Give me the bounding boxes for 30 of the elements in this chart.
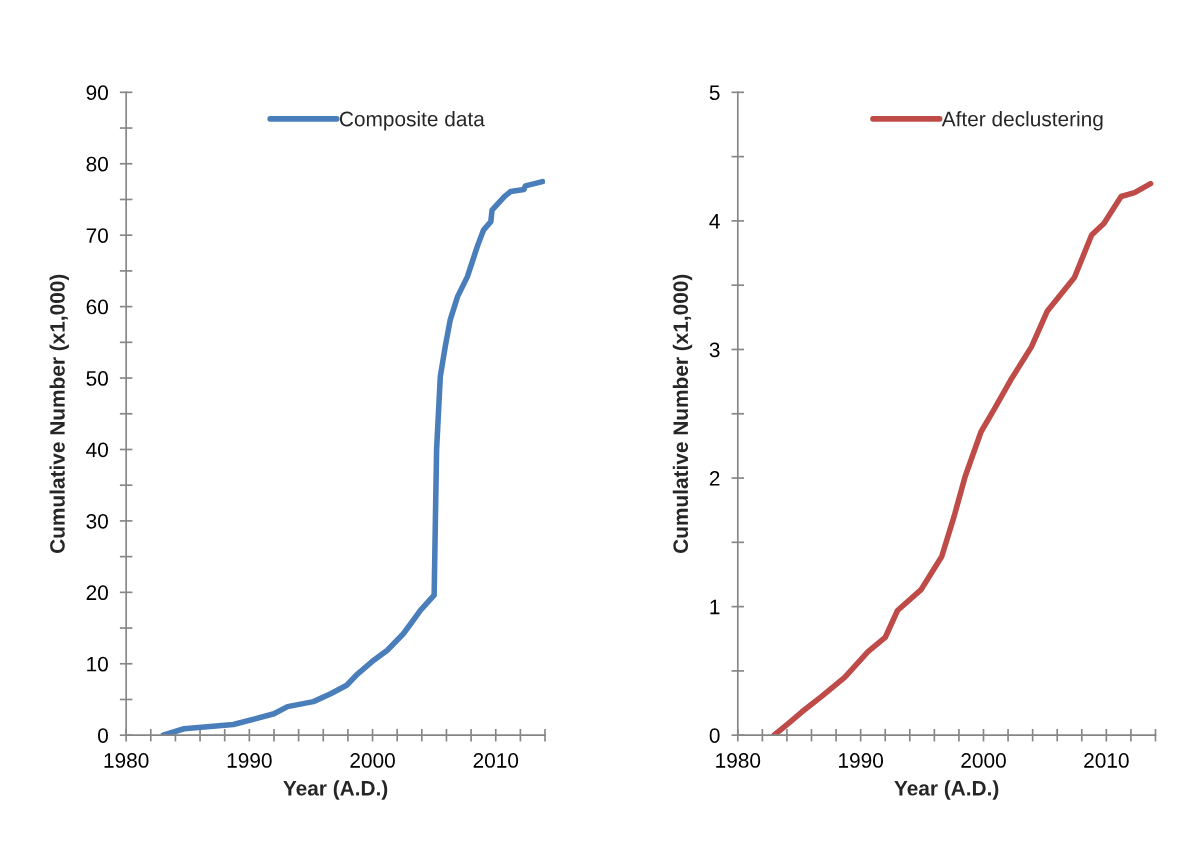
y-tick-label: 80 (86, 156, 108, 172)
y-tick-label: 0 (98, 728, 108, 743)
x-tick-label: 2010 (473, 753, 519, 768)
x-tick-label: 1980 (716, 753, 761, 768)
y-tick-label: 70 (86, 228, 108, 243)
x-tick-label: 2000 (961, 753, 1006, 768)
y-tick-label: 10 (87, 656, 108, 672)
y-tick-label: 90 (86, 85, 108, 101)
x-axis-title: Year (A.D.) (283, 780, 388, 800)
legend-label: After declustering (941, 111, 1103, 131)
legend-label: Composite data (339, 111, 485, 131)
x-tick-label: 1980 (104, 753, 149, 768)
x-tick-label: 1990 (227, 753, 272, 768)
y-tick-label: 20 (86, 585, 108, 601)
y-axis-title: Cumulative Number (x1,000) (672, 274, 693, 553)
y-tick-label: 2 (709, 471, 720, 486)
x-axis-title: Year (A.D.) (894, 780, 999, 800)
y-tick-label: 60 (86, 299, 108, 315)
x-tick-label: 2000 (350, 753, 395, 768)
y-tick-label: 50 (86, 371, 108, 386)
y-tick-label: 30 (86, 513, 108, 529)
y-axis-title: Cumulative Number (x1,000) (49, 274, 69, 553)
x-tick-label: 1990 (839, 753, 884, 768)
y-tick-label: 1 (710, 599, 720, 615)
y-tick-label: 5 (709, 85, 720, 101)
y-tick-label: 3 (709, 342, 720, 358)
x-tick-label: 2010 (1084, 753, 1129, 768)
y-tick-label: 0 (709, 728, 720, 743)
y-tick-label: 4 (709, 214, 720, 229)
y-tick-label: 40 (86, 442, 108, 458)
